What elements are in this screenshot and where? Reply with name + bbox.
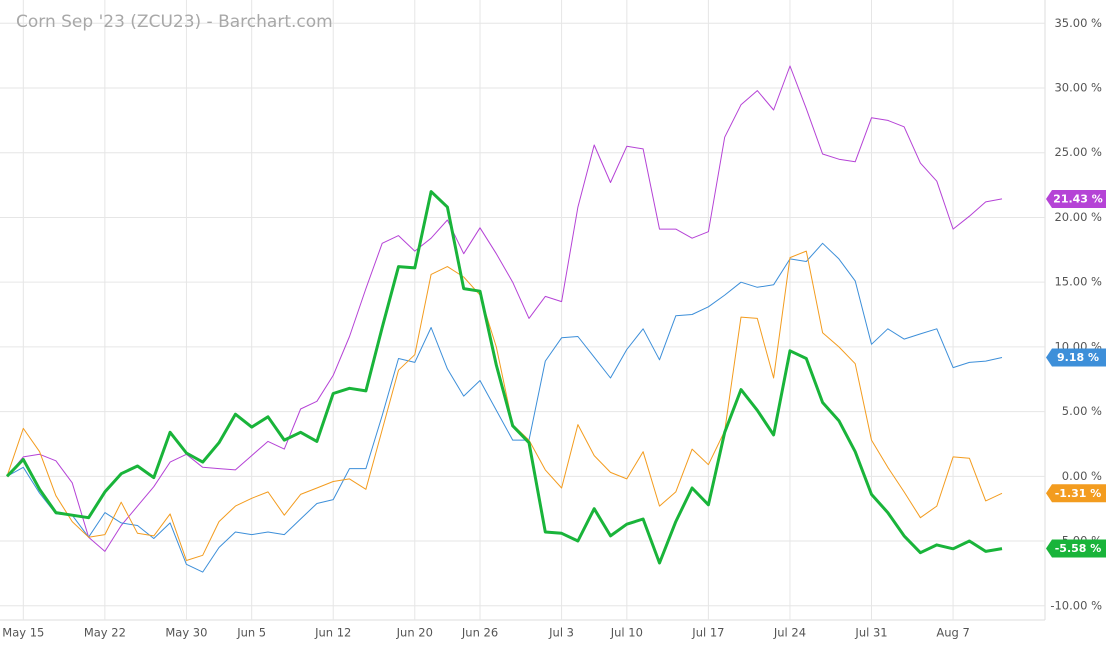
series-line (6, 65, 1003, 552)
y-tick-label: 15.00 % (1054, 275, 1102, 289)
y-tick-label: 0.00 % (1062, 469, 1102, 483)
chart-title: Corn Sep '23 (ZCU23) - Barchart.com (16, 12, 333, 32)
value-label: -1.31 % (1055, 487, 1102, 500)
x-tick-label: May 30 (165, 626, 207, 640)
x-tick-label: Jul 31 (854, 626, 887, 640)
x-tick-label: Jul 17 (691, 626, 724, 640)
x-tick-label: Jul 10 (610, 626, 643, 640)
x-tick-label: Jun 26 (461, 626, 498, 640)
labels: 35.00 %30.00 %25.00 %20.00 %15.00 %10.00… (2, 16, 1106, 640)
value-label: 21.43 % (1053, 192, 1103, 205)
y-tick-label: -10.00 % (1050, 598, 1102, 612)
y-tick-label: 35.00 % (1054, 16, 1102, 30)
x-tick-label: Jun 12 (314, 626, 351, 640)
x-tick-label: May 15 (2, 626, 44, 640)
y-tick-label: 5.00 % (1062, 404, 1102, 418)
value-label: 9.18 % (1057, 351, 1099, 364)
series-line (5, 190, 1003, 565)
x-tick-label: Jul 24 (773, 626, 806, 640)
value-label: -5.58 % (1055, 542, 1102, 555)
series-line (6, 242, 1003, 573)
x-tick-label: May 22 (84, 626, 126, 640)
y-tick-label: 30.00 % (1054, 81, 1102, 95)
x-tick-label: Jun 20 (396, 626, 433, 640)
value-badge (1046, 348, 1106, 367)
value-badge (1046, 189, 1106, 208)
y-tick-label: 25.00 % (1054, 145, 1102, 159)
y-tick-label: 20.00 % (1054, 210, 1102, 224)
plot (5, 65, 1003, 573)
x-tick-label: Jun 5 (236, 626, 266, 640)
value-badge (1046, 484, 1106, 503)
series-line (6, 250, 1003, 561)
x-tick-label: Jul 3 (548, 626, 574, 640)
grid (0, 0, 1045, 620)
value-badge (1046, 539, 1106, 558)
x-tick-label: Aug 7 (936, 626, 969, 640)
